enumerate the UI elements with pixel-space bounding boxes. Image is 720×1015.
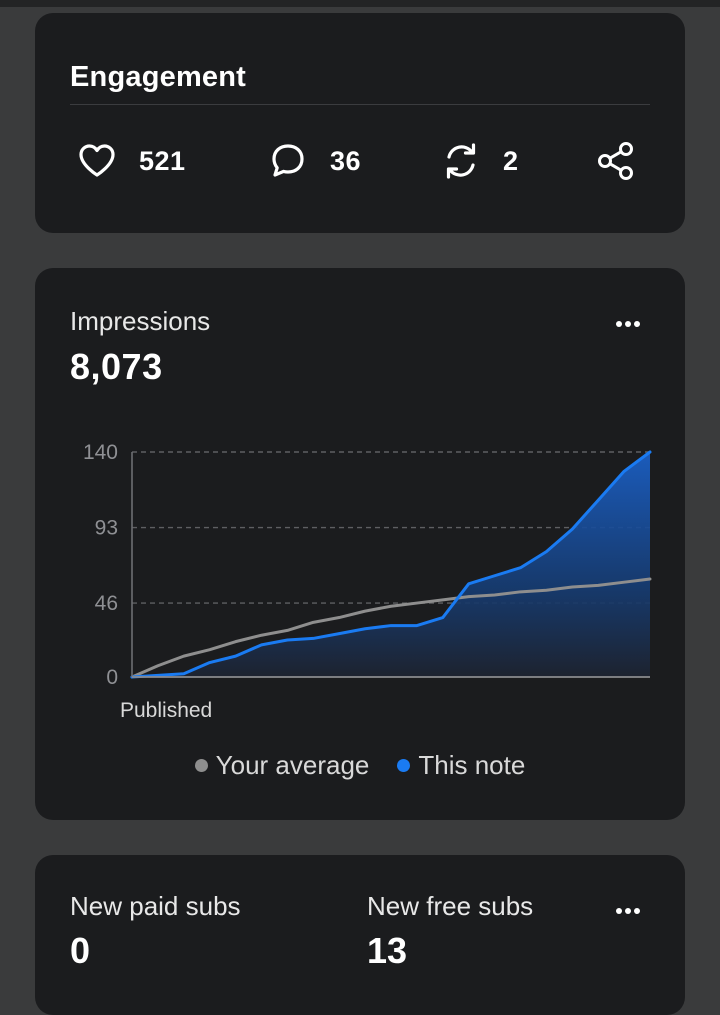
comments-count: 36	[330, 145, 362, 176]
x-axis-label: Published	[120, 699, 212, 722]
comments-stat[interactable]: 36	[268, 139, 361, 183]
legend-label-average: Your average	[215, 750, 370, 780]
top-bar	[0, 0, 720, 7]
impressions-chart: 0 46 93 140 Published	[83, 441, 652, 722]
restacks-stat[interactable]: 2	[441, 139, 519, 183]
restacks-count: 2	[503, 145, 519, 176]
likes-count: 521	[139, 145, 186, 176]
this-note-series-line	[130, 450, 652, 679]
chart-legend: Your average This note	[35, 750, 685, 781]
likes-stat[interactable]: 521	[77, 139, 186, 183]
legend-label-this-note: This note	[418, 750, 526, 780]
this-note-area	[132, 452, 650, 677]
legend-dot-average	[194, 759, 208, 772]
restack-icon	[446, 143, 476, 179]
share-button[interactable]	[595, 139, 637, 183]
y-tick-label: 46	[95, 592, 118, 615]
subs-more-icon[interactable]	[612, 904, 646, 918]
y-tick-label: 0	[106, 666, 118, 689]
impressions-value: 8,073	[70, 346, 163, 387]
subs-card: New paid subs 0 New free subs 13	[35, 855, 685, 1015]
legend-dot-this-note	[397, 759, 411, 772]
impressions-card: Impressions 8,073 0 46 93 140 Published You…	[35, 268, 685, 820]
more-icon[interactable]	[612, 317, 646, 331]
paid-subs-value: 0	[70, 930, 91, 971]
impressions-label: Impressions	[70, 306, 211, 336]
heart-icon	[79, 144, 115, 177]
engagement-title: Engagement	[70, 61, 247, 93]
comment-icon	[272, 144, 304, 177]
engagement-card: Engagement 521 36 2	[35, 13, 685, 233]
legend-item-average: Your average	[194, 750, 370, 781]
legend-item-this-note: This note	[397, 750, 525, 781]
free-subs-value: 13	[367, 930, 408, 971]
y-tick-label: 93	[95, 517, 118, 540]
free-subs-stat: New free subs 13	[367, 891, 533, 972]
paid-subs-stat: New paid subs 0	[70, 891, 241, 972]
share-icon	[598, 142, 633, 180]
divider	[70, 104, 650, 105]
free-subs-label: New free subs	[367, 891, 534, 921]
y-tick-label: 140	[83, 441, 118, 464]
paid-subs-label: New paid subs	[70, 891, 241, 921]
average-series-line	[130, 577, 652, 679]
